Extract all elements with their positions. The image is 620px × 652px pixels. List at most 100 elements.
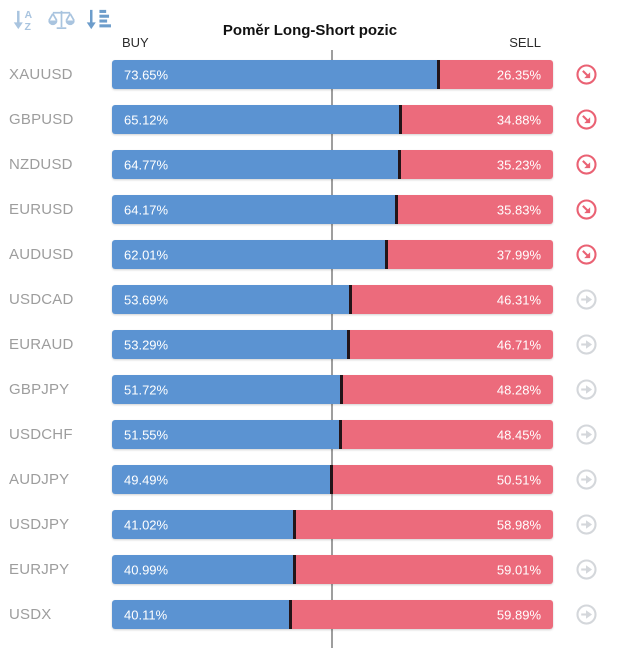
ratio-row: EURUSD 64.17% 35.83% <box>0 187 620 232</box>
ratio-bar-track: 51.72% 48.28% <box>112 375 553 404</box>
buy-percent-label: 51.72% <box>124 382 169 397</box>
column-header-row: BUY SELL <box>0 0 620 50</box>
ratio-bar-track: 41.02% 58.98% <box>112 510 553 539</box>
sell-percent-label: 46.31% <box>496 292 541 307</box>
buy-bar: 53.29% <box>112 330 347 359</box>
ratio-row: GBPJPY 51.72% 48.28% <box>0 367 620 412</box>
page-title: Poměr Long-Short pozic <box>222 22 398 39</box>
buy-bar: 62.01% <box>112 240 386 269</box>
ratio-row: AUDJPY 49.49% 50.51% <box>0 457 620 502</box>
buy-percent-label: 49.49% <box>124 472 169 487</box>
arrow-right-circle-icon <box>575 603 598 626</box>
arrow-right-circle-icon <box>575 513 598 536</box>
sell-bar: 37.99% <box>385 240 553 269</box>
symbol-label: EURAUD <box>9 336 74 353</box>
sell-percent-label: 58.98% <box>496 517 541 532</box>
buy-bar: 65.12% <box>112 105 400 134</box>
sell-percent-label: 48.28% <box>496 382 541 397</box>
buy-percent-label: 64.77% <box>124 157 169 172</box>
buy-percent-label: 62.01% <box>124 247 169 262</box>
symbol-label: USDCHF <box>9 426 73 443</box>
row-detail-button[interactable] <box>553 198 620 221</box>
buy-bar: 73.65% <box>112 60 437 89</box>
sell-bar: 59.01% <box>292 555 553 584</box>
ratio-bar-track: 51.55% 48.45% <box>112 420 553 449</box>
sort-toolbar: A Z <box>10 6 113 33</box>
buy-percent-label: 51.55% <box>124 427 169 442</box>
sort-alphabetical-icon[interactable]: A Z <box>10 6 41 33</box>
symbol-label: EURJPY <box>9 561 70 578</box>
sort-amount-desc-icon[interactable] <box>82 6 113 33</box>
ratio-bar-track: 62.01% 37.99% <box>112 240 553 269</box>
arrow-right-circle-icon <box>575 423 598 446</box>
balance-scale-icon[interactable] <box>46 6 77 33</box>
symbol-label: USDX <box>9 606 52 623</box>
ratio-bar-track: 64.17% 35.83% <box>112 195 553 224</box>
row-detail-button[interactable] <box>553 423 620 446</box>
sell-percent-label: 35.83% <box>496 202 541 217</box>
ratio-bar-track: 49.49% 50.51% <box>112 465 553 494</box>
sell-bar: 26.35% <box>436 60 553 89</box>
buy-bar: 41.02% <box>112 510 293 539</box>
buy-percent-label: 53.69% <box>124 292 169 307</box>
row-detail-button[interactable] <box>553 288 620 311</box>
buy-bar: 40.11% <box>112 600 289 629</box>
row-detail-button[interactable] <box>553 63 620 86</box>
row-detail-button[interactable] <box>553 378 620 401</box>
arrow-down-right-circle-icon <box>575 63 598 86</box>
arrow-down-right-circle-icon <box>575 198 598 221</box>
sell-bar: 46.71% <box>347 330 553 359</box>
row-detail-button[interactable] <box>553 558 620 581</box>
row-detail-button[interactable] <box>553 603 620 626</box>
row-detail-button[interactable] <box>553 243 620 266</box>
arrow-down-right-circle-icon <box>575 153 598 176</box>
ratio-bar-track: 53.29% 46.71% <box>112 330 553 359</box>
svg-text:A: A <box>25 9 33 21</box>
sell-bar: 48.45% <box>339 420 553 449</box>
row-detail-button[interactable] <box>553 513 620 536</box>
symbol-label: GBPJPY <box>9 381 70 398</box>
row-detail-button[interactable] <box>553 108 620 131</box>
symbol-label: USDJPY <box>9 516 70 533</box>
sell-bar: 58.98% <box>292 510 553 539</box>
ratio-bar-track: 40.11% 59.89% <box>112 600 553 629</box>
sell-bar: 35.83% <box>394 195 553 224</box>
sell-bar: 59.89% <box>288 600 553 629</box>
ratio-row: USDCAD 53.69% 46.31% <box>0 277 620 322</box>
arrow-down-right-circle-icon <box>575 243 598 266</box>
buy-percent-label: 40.11% <box>124 607 168 622</box>
buy-percent-label: 64.17% <box>124 202 169 217</box>
sell-percent-label: 26.35% <box>496 67 541 82</box>
buy-percent-label: 41.02% <box>124 517 169 532</box>
row-detail-button[interactable] <box>553 333 620 356</box>
buy-bar: 51.55% <box>112 420 340 449</box>
buy-column-label: BUY <box>122 35 149 50</box>
buy-bar: 49.49% <box>112 465 331 494</box>
ratio-row: EURJPY 40.99% 59.01% <box>0 547 620 592</box>
buy-bar: 53.69% <box>112 285 349 314</box>
buy-percent-label: 40.99% <box>124 562 169 577</box>
arrow-right-circle-icon <box>575 378 598 401</box>
sell-percent-label: 34.88% <box>496 112 541 127</box>
buy-bar: 51.72% <box>112 375 341 404</box>
svg-text:Z: Z <box>25 21 32 32</box>
symbol-label: AUDJPY <box>9 471 70 488</box>
sell-percent-label: 59.01% <box>496 562 541 577</box>
ratio-row: XAUUSD 73.65% 26.35% <box>0 52 620 97</box>
row-detail-button[interactable] <box>553 153 620 176</box>
buy-percent-label: 65.12% <box>124 112 169 127</box>
ratio-row: USDCHF 51.55% 48.45% <box>0 412 620 457</box>
sell-bar: 35.23% <box>397 150 553 179</box>
ratio-row: AUDUSD 62.01% 37.99% <box>0 232 620 277</box>
sell-percent-label: 59.89% <box>496 607 541 622</box>
sell-percent-label: 35.23% <box>496 157 541 172</box>
ratio-list: XAUUSD 73.65% 26.35% <box>0 52 620 637</box>
row-detail-button[interactable] <box>553 468 620 491</box>
sell-bar: 46.31% <box>348 285 553 314</box>
arrow-right-circle-icon <box>575 468 598 491</box>
symbol-label: XAUUSD <box>9 66 73 83</box>
buy-percent-label: 73.65% <box>124 67 169 82</box>
sell-bar: 34.88% <box>399 105 553 134</box>
sell-percent-label: 50.51% <box>496 472 541 487</box>
